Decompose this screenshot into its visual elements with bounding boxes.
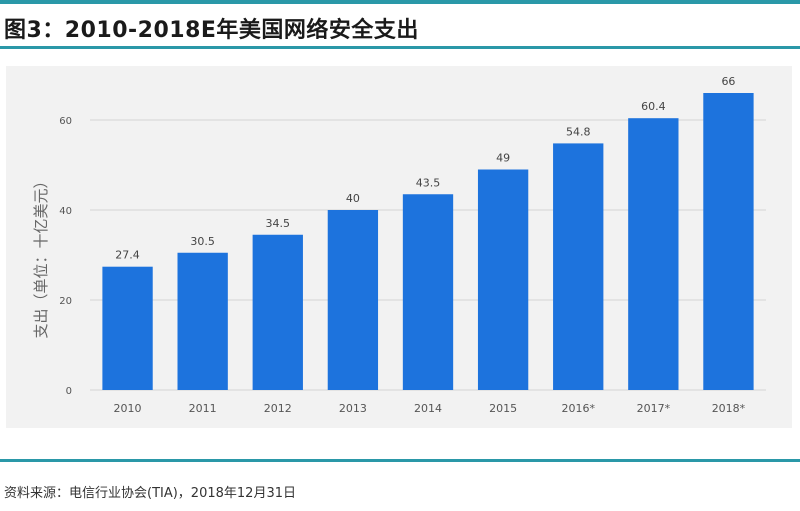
x-tick-label: 2011: [189, 402, 217, 415]
bar: [628, 118, 679, 390]
title-underline-rule: [0, 46, 800, 49]
y-tick-label: 20: [59, 296, 72, 307]
bar: [102, 266, 153, 390]
x-tick-label: 2017*: [637, 402, 671, 415]
y-axis-label: 支出（单位：十亿美元）: [32, 173, 50, 338]
bar: [402, 194, 454, 390]
value-label: 43.5: [416, 176, 441, 189]
x-tick-label: 2016*: [561, 402, 595, 415]
source-note: 资料来源：电信行业协会(TIA)，2018年12月31日: [4, 486, 296, 501]
bar: [553, 143, 604, 390]
bottom-accent-rule: [0, 459, 800, 462]
x-tick-label: 2018*: [712, 402, 746, 415]
top-accent-rule: [0, 0, 800, 4]
value-label: 34.5: [266, 217, 291, 230]
y-tick-label: 0: [66, 386, 72, 397]
y-tick-label: 40: [59, 206, 72, 217]
bar: [327, 210, 379, 390]
x-tick-label: 2012: [264, 402, 292, 415]
value-label: 40: [346, 192, 360, 205]
bars: [102, 93, 754, 390]
bar-chart: 0 20 40 60 27.4 30.5 34.5 40 43.5 49 54.8 60.4 66 2…: [32, 75, 766, 415]
value-labels: 27.4 30.5 34.5 40 43.5 49 54.8 60.4 66: [115, 75, 735, 262]
y-axis-ticks: 0 20 40 60: [59, 116, 72, 397]
figure-title: 图3：2010-2018E年美国网络安全支出: [4, 18, 419, 43]
bar: [477, 169, 529, 390]
x-tick-label: 2014: [414, 402, 442, 415]
x-tick-label: 2015: [489, 402, 517, 415]
chart-panel: 0 20 40 60 27.4 30.5 34.5 40 43.5 49 54.8 60.4 66 2…: [6, 66, 792, 428]
bar: [177, 252, 228, 390]
value-label: 54.8: [566, 125, 591, 138]
x-axis-ticks: 2010 2011 2012 2013 2014 2015 2016* 2017* 2018*: [114, 402, 746, 415]
x-tick-label: 2013: [339, 402, 367, 415]
bar: [252, 234, 303, 390]
x-tick-label: 2010: [114, 402, 142, 415]
value-label: 66: [721, 75, 735, 88]
value-label: 60.4: [641, 100, 666, 113]
value-label: 49: [496, 152, 510, 165]
value-label: 27.4: [115, 249, 140, 262]
y-tick-label: 60: [59, 116, 72, 127]
bar: [703, 93, 754, 390]
value-label: 30.5: [190, 235, 215, 248]
